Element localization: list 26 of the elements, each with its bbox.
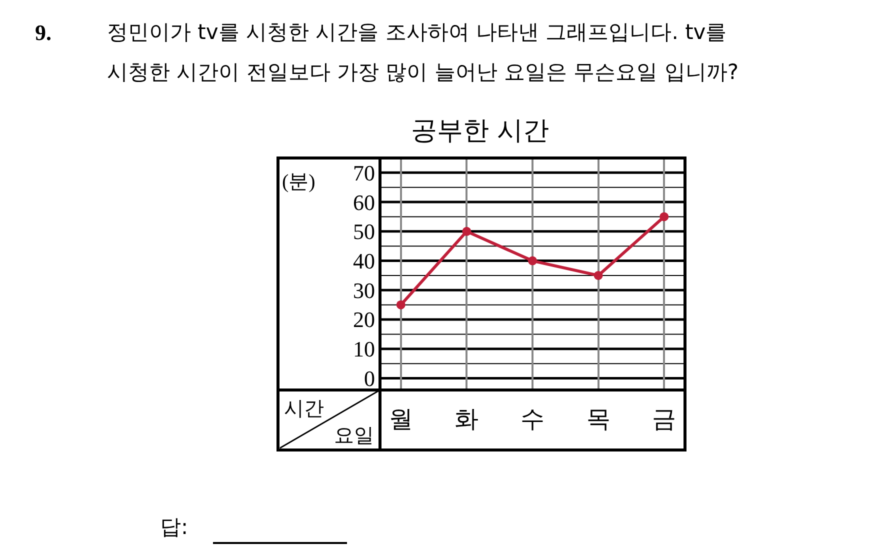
text: (분) (282, 171, 316, 193)
text: 시청한 시간이 전일보다 가장 많이 늘어난 요일은 무슨요일 입니까? (107, 60, 739, 84)
y-tick-label: 70 (353, 160, 375, 186)
point (528, 256, 537, 266)
x-tick-label: 화 (454, 405, 479, 433)
point (594, 270, 603, 280)
y-tick-label: 0 (364, 366, 375, 391)
y-tick-label: 40 (353, 248, 375, 274)
y-tick-label: 10 (353, 336, 375, 362)
y-tick-label: 60 (353, 190, 375, 215)
text: 정민이가 tv를 시청한 시간을 조사하여 나타낸 그래프입니다. tv를 (107, 20, 727, 44)
x-tick-label: 금 (652, 405, 676, 433)
text: 9. (35, 20, 52, 45)
point (396, 300, 406, 310)
point (462, 226, 472, 236)
point (660, 212, 669, 222)
y-tick-label: 50 (353, 219, 375, 244)
x-tick-label: 수 (520, 405, 544, 433)
y-axis-title: 시간 (284, 396, 324, 420)
x-tick-label: 월 (388, 405, 413, 433)
text: 답: (160, 515, 188, 539)
y-tick-label: 30 (353, 278, 375, 303)
x-tick-label: 목 (586, 405, 610, 433)
x-axis-title: 요일 (334, 423, 374, 447)
y-tick-label: 20 (353, 307, 375, 332)
chart-title: 공부한 시간 (410, 116, 550, 146)
